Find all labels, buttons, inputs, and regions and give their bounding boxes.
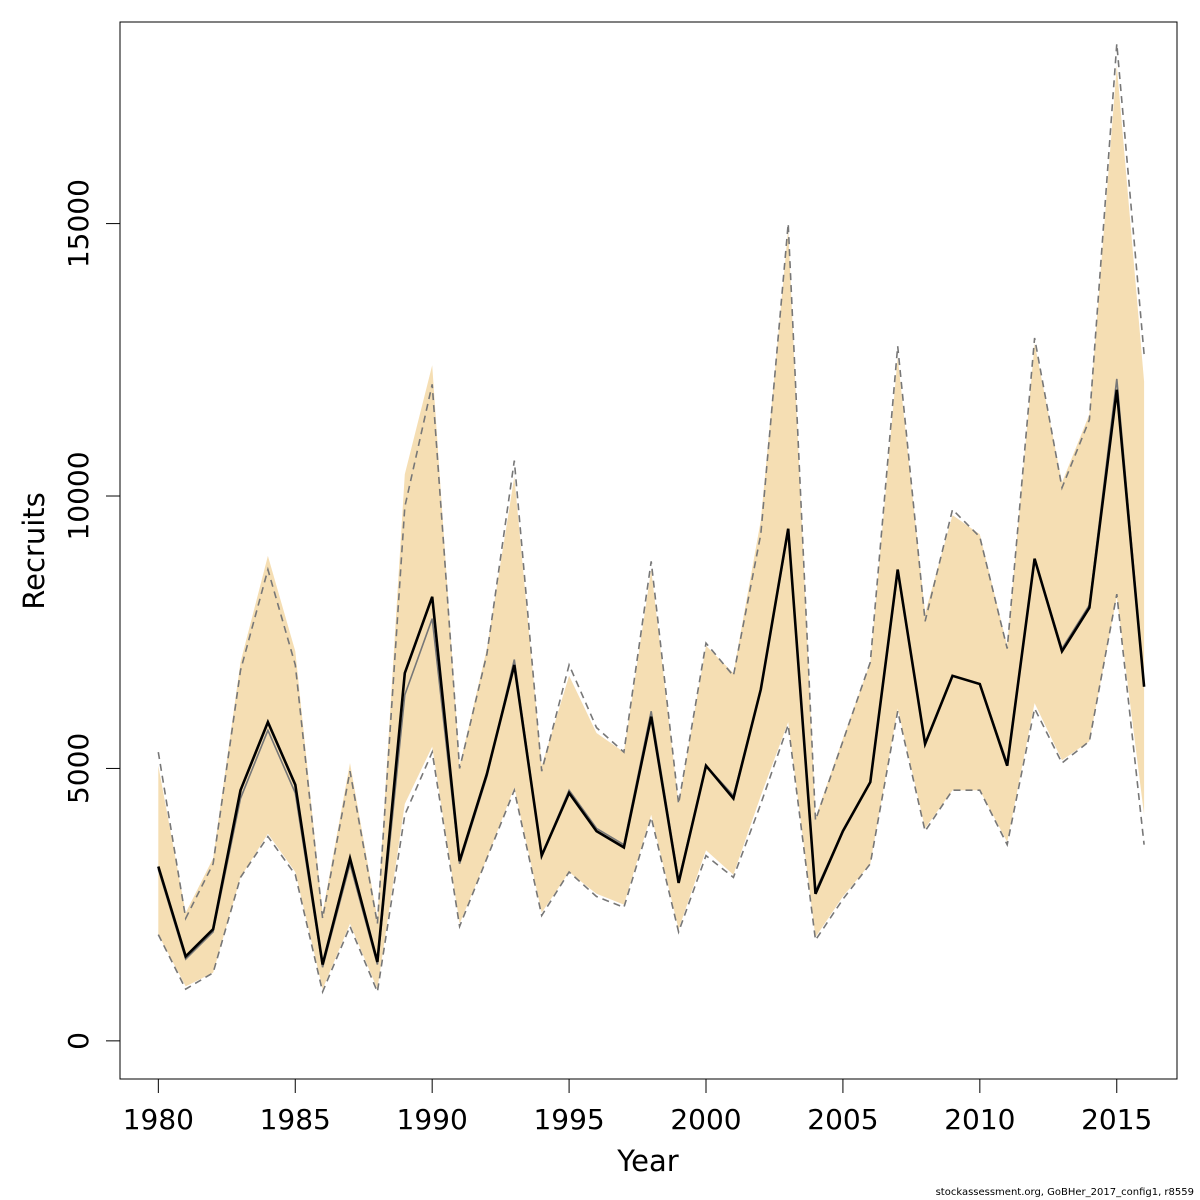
y-tick-label-0: 0 [62, 1032, 95, 1050]
estimate-line [157, 389, 1146, 965]
plot-area [157, 43, 1146, 995]
x-tick-label-1990: 1990 [397, 1103, 468, 1136]
x-tick-label-2000: 2000 [670, 1103, 741, 1136]
y-axis: 0 5000 10000 15000 [62, 179, 121, 1050]
interval-upper-dashed-line [157, 43, 1145, 924]
y-axis-title: Recruits [17, 492, 51, 609]
x-axis: 1980 1985 1990 1995 2000 2005 2010 2015 [123, 1078, 1152, 1136]
x-tick-label-2010: 2010 [944, 1103, 1015, 1136]
x-tick-label-1985: 1985 [260, 1103, 331, 1136]
x-axis-title: Year [616, 1144, 678, 1178]
y-tick-label-15000: 15000 [62, 179, 95, 268]
x-tick-label-2015: 2015 [1081, 1103, 1152, 1136]
x-tick-label-2005: 2005 [807, 1103, 878, 1136]
x-tick-label-1980: 1980 [123, 1103, 194, 1136]
y-tick-label-5000: 5000 [62, 733, 95, 804]
confidence-band [158, 65, 1145, 990]
y-tick-label-10000: 10000 [62, 451, 95, 540]
footer-credit: stockassessment.org, GoBHer_2017_config1… [935, 1187, 1194, 1198]
x-tick-label-1995: 1995 [533, 1103, 604, 1136]
interval-lower-dashed-line [157, 593, 1145, 995]
